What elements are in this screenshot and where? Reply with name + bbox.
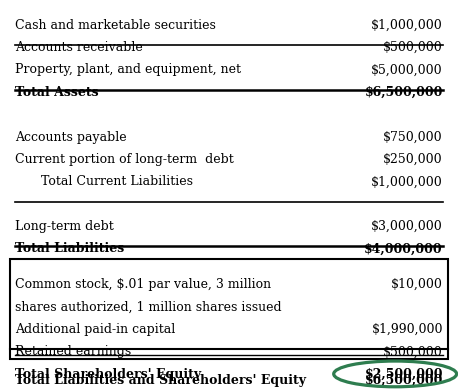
Text: $750,000: $750,000: [383, 131, 443, 143]
FancyBboxPatch shape: [11, 258, 447, 359]
Text: Common stock, $.01 par value, 3 million: Common stock, $.01 par value, 3 million: [15, 278, 271, 291]
Text: Total Liabilities: Total Liabilities: [15, 242, 124, 255]
Text: $4,000,000: $4,000,000: [364, 242, 443, 255]
Text: Additional paid-in capital: Additional paid-in capital: [15, 323, 175, 336]
Text: Property, plant, and equipment, net: Property, plant, and equipment, net: [15, 63, 241, 77]
Text: $3,000,000: $3,000,000: [371, 220, 443, 233]
Text: Current portion of long-term  debt: Current portion of long-term debt: [15, 153, 234, 166]
Text: $6,500,000: $6,500,000: [365, 374, 443, 387]
Text: $1,990,000: $1,990,000: [371, 323, 443, 336]
Text: $500,000: $500,000: [383, 345, 443, 358]
Text: Total Shareholders' Equity: Total Shareholders' Equity: [15, 368, 201, 381]
Text: $1,000,000: $1,000,000: [371, 19, 443, 32]
Text: Retained earnings: Retained earnings: [15, 345, 131, 358]
Text: Cash and marketable securities: Cash and marketable securities: [15, 19, 216, 32]
Text: $500,000: $500,000: [383, 41, 443, 54]
Text: $250,000: $250,000: [383, 153, 443, 166]
Text: Long-term debt: Long-term debt: [15, 220, 114, 233]
Text: $10,000: $10,000: [391, 278, 443, 291]
Text: Accounts payable: Accounts payable: [15, 131, 127, 143]
Text: $2,500,000: $2,500,000: [365, 368, 443, 381]
Text: Total Current Liabilities: Total Current Liabilities: [29, 175, 193, 188]
Text: Total Liabilities and Shareholders' Equity: Total Liabilities and Shareholders' Equi…: [15, 374, 306, 387]
Text: $5,000,000: $5,000,000: [371, 63, 443, 77]
Text: Accounts receivable: Accounts receivable: [15, 41, 143, 54]
Text: shares authorized, 1 million shares issued: shares authorized, 1 million shares issu…: [15, 301, 282, 314]
Text: Total Assets: Total Assets: [15, 86, 98, 99]
Text: $6,500,000: $6,500,000: [365, 86, 443, 99]
Text: $1,000,000: $1,000,000: [371, 175, 443, 188]
